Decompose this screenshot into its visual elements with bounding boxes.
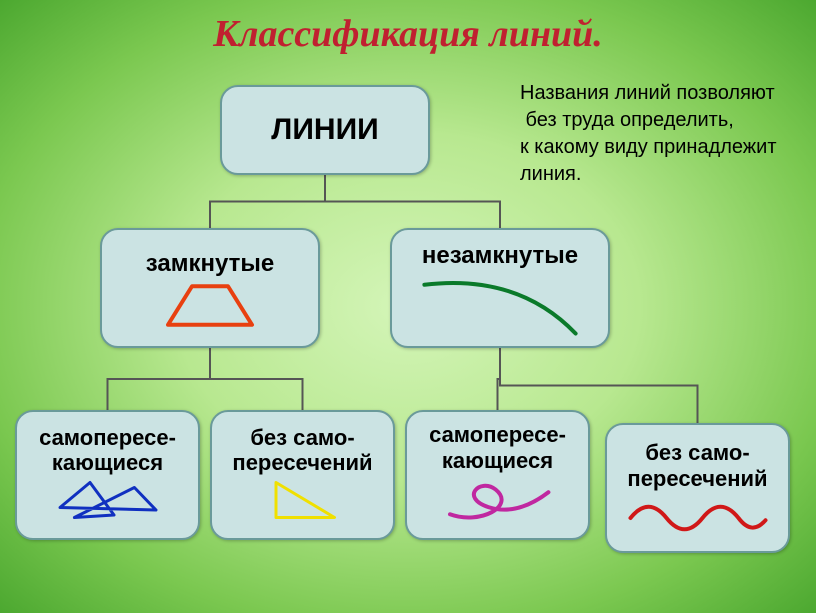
wave-icon — [623, 491, 773, 536]
loop-icon — [438, 473, 558, 528]
node-open-selfintersect: самопересе- кающиеся — [405, 410, 590, 540]
node-c2-label: без само- пересечений — [212, 425, 393, 476]
node-o2-label: без само- пересечений — [607, 440, 788, 491]
node-closed-label: замкнутые — [102, 250, 318, 278]
node-open-noselfintersect: без само- пересечений — [605, 423, 790, 553]
node-closed: замкнутые — [100, 228, 320, 348]
node-open: незамкнутые — [390, 228, 610, 348]
node-o1-label: самопересе- кающиеся — [407, 422, 588, 473]
scribble-icon — [48, 475, 168, 525]
node-closed-selfintersect: самопересе- кающиеся — [15, 410, 200, 540]
page-title: Классификация линий. — [0, 0, 816, 56]
node-root: ЛИНИИ — [220, 85, 430, 175]
arc-icon — [410, 266, 590, 341]
node-root-label: ЛИНИИ — [222, 113, 428, 147]
trapezoid-icon — [150, 278, 270, 333]
node-closed-noselfintersect: без само- пересечений — [210, 410, 395, 540]
triangle-icon — [258, 475, 348, 525]
node-c1-label: самопересе- кающиеся — [17, 425, 198, 476]
side-description: Названия линий позволяют без труда опред… — [520, 80, 777, 188]
